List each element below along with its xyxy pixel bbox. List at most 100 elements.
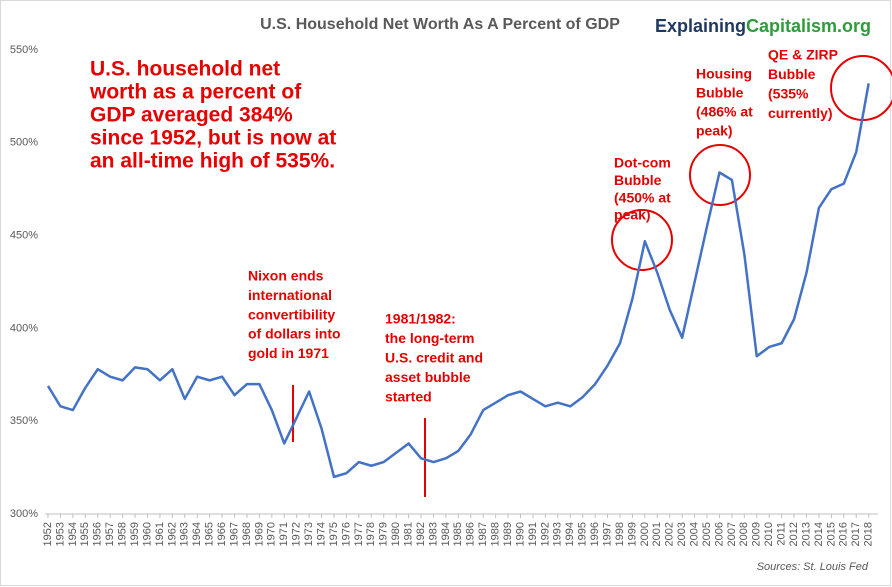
annotation: Bubble (614, 172, 662, 188)
x-tick-label: 1962 (166, 522, 178, 546)
x-tick-label: 1961 (154, 522, 166, 546)
x-tick-label: 1996 (589, 522, 601, 546)
annotation: Dot-com (614, 155, 671, 171)
x-tick-label: 2000 (639, 522, 651, 546)
annotation: since 1952, but is now at (90, 127, 336, 150)
x-tick-label: 2001 (651, 522, 663, 546)
x-tick-label: 2008 (738, 522, 750, 546)
annotation: (535% (768, 86, 809, 102)
x-tick-label: 1990 (514, 522, 526, 546)
x-tick-label: 1957 (104, 522, 116, 546)
x-tick-label: 1952 (42, 522, 54, 546)
x-tick-label: 1963 (179, 522, 191, 546)
chart-title: U.S. Household Net Worth As A Percent of… (260, 16, 620, 33)
y-tick-label: 400% (10, 322, 38, 334)
x-tick-label: 1980 (390, 522, 402, 546)
x-tick-label: 1994 (564, 522, 576, 546)
source: Sources: St. Louis Fed (757, 561, 869, 573)
x-tick-label: 1953 (54, 522, 66, 546)
x-tick-label: 1985 (452, 522, 464, 546)
annotation: peak) (696, 123, 733, 139)
x-tick-label: 1970 (266, 522, 278, 546)
x-tick-label: 1966 (216, 522, 228, 546)
x-tick-label: 1974 (315, 522, 327, 546)
x-tick-label: 2015 (825, 522, 837, 546)
annotation: GDP averaged 384% (90, 104, 293, 127)
x-tick-label: 1954 (67, 522, 79, 546)
x-tick-label: 1991 (527, 522, 539, 546)
brand: ExplainingCapitalism.org (655, 16, 871, 36)
x-tick-label: 2003 (676, 522, 688, 546)
x-tick-label: 1984 (440, 522, 452, 546)
x-tick-label: 2014 (813, 522, 825, 546)
annotation: U.S. credit and (385, 350, 483, 366)
data-line (46, 83, 870, 479)
annotation: the long-term (385, 330, 474, 346)
x-tick-label: 1955 (79, 522, 91, 546)
x-tick-label: 1978 (365, 522, 377, 546)
annotation: convertibility (248, 306, 335, 322)
y-tick-label: 500% (10, 137, 38, 149)
x-tick-label: 1959 (129, 522, 141, 546)
annotation: of dollars into (248, 326, 341, 342)
x-tick-label: 1965 (204, 522, 216, 546)
brand-part: Explaining (655, 16, 746, 36)
annotation: Nixon ends (248, 268, 324, 284)
x-tick-label: 2007 (726, 522, 738, 546)
x-tick-label: 1989 (502, 522, 514, 546)
y-tick-label: 350% (10, 415, 38, 427)
x-tick-label: 2010 (763, 522, 775, 546)
x-tick-label: 2005 (701, 522, 713, 546)
x-tick-label: 1968 (241, 522, 253, 546)
x-tick-label: 1986 (465, 522, 477, 546)
y-tick-label: 300% (10, 508, 38, 520)
annotation: Housing (696, 66, 752, 82)
x-tick-label: 1967 (228, 522, 240, 546)
annotation: an all-time high of 535%. (90, 150, 335, 173)
x-tick-label: 2006 (713, 522, 725, 546)
annotation: peak) (614, 207, 651, 223)
x-tick-label: 1975 (328, 522, 340, 546)
y-tick-label: 450% (10, 230, 38, 242)
x-tick-label: 1983 (427, 522, 439, 546)
x-tick-label: 1981 (403, 522, 415, 546)
x-tick-label: 1979 (378, 522, 390, 546)
annotation: gold in 1971 (248, 345, 329, 361)
x-tick-label: 2004 (688, 522, 700, 546)
annotation: worth as a percent of (89, 81, 302, 104)
x-tick-label: 1976 (340, 522, 352, 546)
brand-part: Capitalism.org (746, 16, 871, 36)
annotation: Bubble (768, 66, 816, 82)
x-tick-label: 1977 (353, 522, 365, 546)
x-tick-label: 2012 (788, 522, 800, 546)
x-tick-label: 2016 (838, 522, 850, 546)
annotation: currently) (768, 105, 833, 121)
x-tick-label: 2017 (850, 522, 862, 546)
annotation: (486% at (696, 104, 753, 120)
x-tick-label: 1972 (291, 522, 303, 546)
x-tick-label: 2002 (664, 522, 676, 546)
annotation: started (385, 389, 432, 405)
x-tick-label: 1988 (490, 522, 502, 546)
x-tick-label: 1971 (278, 522, 290, 546)
x-tick-label: 1958 (117, 522, 129, 546)
annotation: asset bubble (385, 369, 471, 385)
annotation: (450% at (614, 189, 671, 205)
x-tick-label: 1973 (303, 522, 315, 546)
x-tick-label: 1969 (253, 522, 265, 546)
x-tick-label: 2013 (800, 522, 812, 546)
x-tick-label: 1995 (577, 522, 589, 546)
annotation: U.S. household net (90, 58, 280, 81)
annotation: QE & ZIRP (768, 47, 838, 63)
x-tick-label: 1956 (92, 522, 104, 546)
x-tick-label: 1997 (601, 522, 613, 546)
x-tick-label: 1993 (552, 522, 564, 546)
x-tick-label: 2018 (863, 522, 875, 546)
annotation: 1981/1982: (385, 311, 456, 327)
annotation: international (248, 287, 332, 303)
x-tick-label: 1992 (539, 522, 551, 546)
highlight-circle (689, 144, 751, 206)
x-tick-label: 1960 (141, 522, 153, 546)
x-tick-label: 1982 (415, 522, 427, 546)
